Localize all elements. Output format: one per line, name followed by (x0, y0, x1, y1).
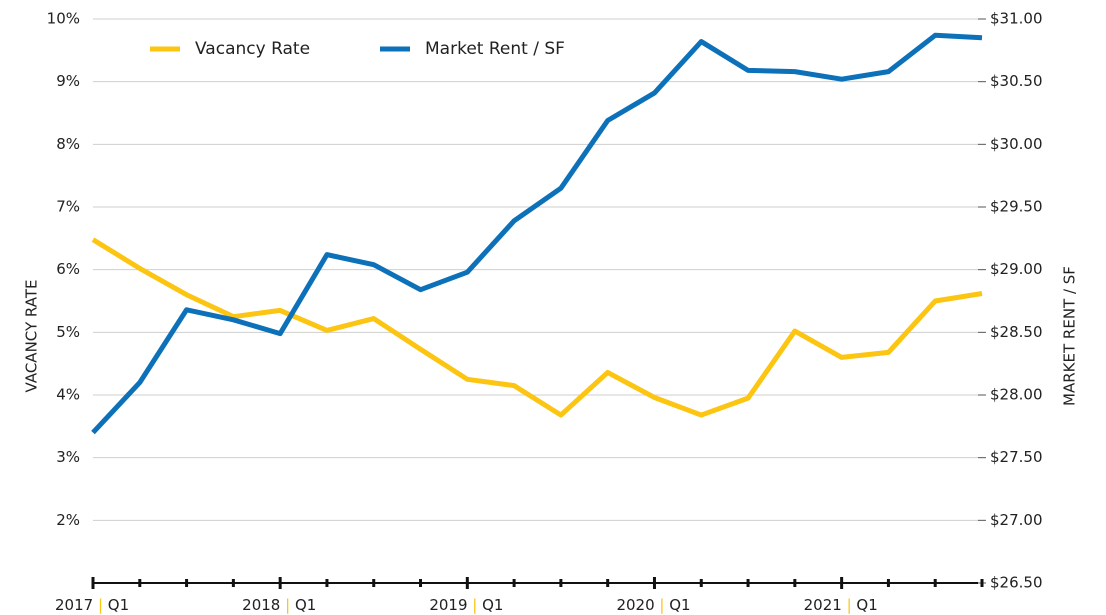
y2-tick-label: $27.50 (990, 448, 1043, 466)
y-tick-label: 6% (56, 260, 80, 278)
line-series (91, 32, 983, 435)
y-tick-label: 5% (56, 323, 80, 341)
y2-axis-label: MARKET RENT / SF (1061, 266, 1079, 406)
x-tick-label: 2017 | Q1 (55, 596, 129, 614)
line-series (91, 237, 983, 418)
x-tick-label: 2018 | Q1 (242, 596, 316, 614)
legend-label: Vacancy Rate (195, 39, 310, 59)
y-axis-label: VACANCY RATE (23, 280, 41, 393)
y-tick-label: 10% (47, 10, 80, 28)
y2-tick-label: $29.50 (990, 198, 1043, 216)
y-tick-label: 8% (56, 135, 80, 153)
y2-tick-label: $31.00 (990, 10, 1043, 28)
y2-tick-label: $30.50 (990, 72, 1043, 90)
x-tick-label: 2021 | Q1 (804, 596, 878, 614)
y-tick-label: 7% (56, 198, 80, 216)
y2-tick-label: $28.00 (990, 386, 1043, 404)
y-tick-label: 4% (56, 386, 80, 404)
y2-tick-label: $26.50 (990, 574, 1043, 592)
y-tick-label: 3% (56, 448, 80, 466)
y2-tick-label: $28.50 (990, 323, 1043, 341)
y-tick-label: 9% (56, 72, 80, 90)
x-tick-label: 2019 | Q1 (429, 596, 503, 614)
y2-tick-label: $30.00 (990, 135, 1043, 153)
legend-label: Market Rent / SF (425, 39, 565, 59)
y-tick-label: 2% (56, 511, 80, 529)
y2-tick-label: $29.00 (990, 260, 1043, 278)
y2-tick-label: $27.00 (990, 511, 1043, 529)
x-tick-label: 2020 | Q1 (616, 596, 690, 614)
